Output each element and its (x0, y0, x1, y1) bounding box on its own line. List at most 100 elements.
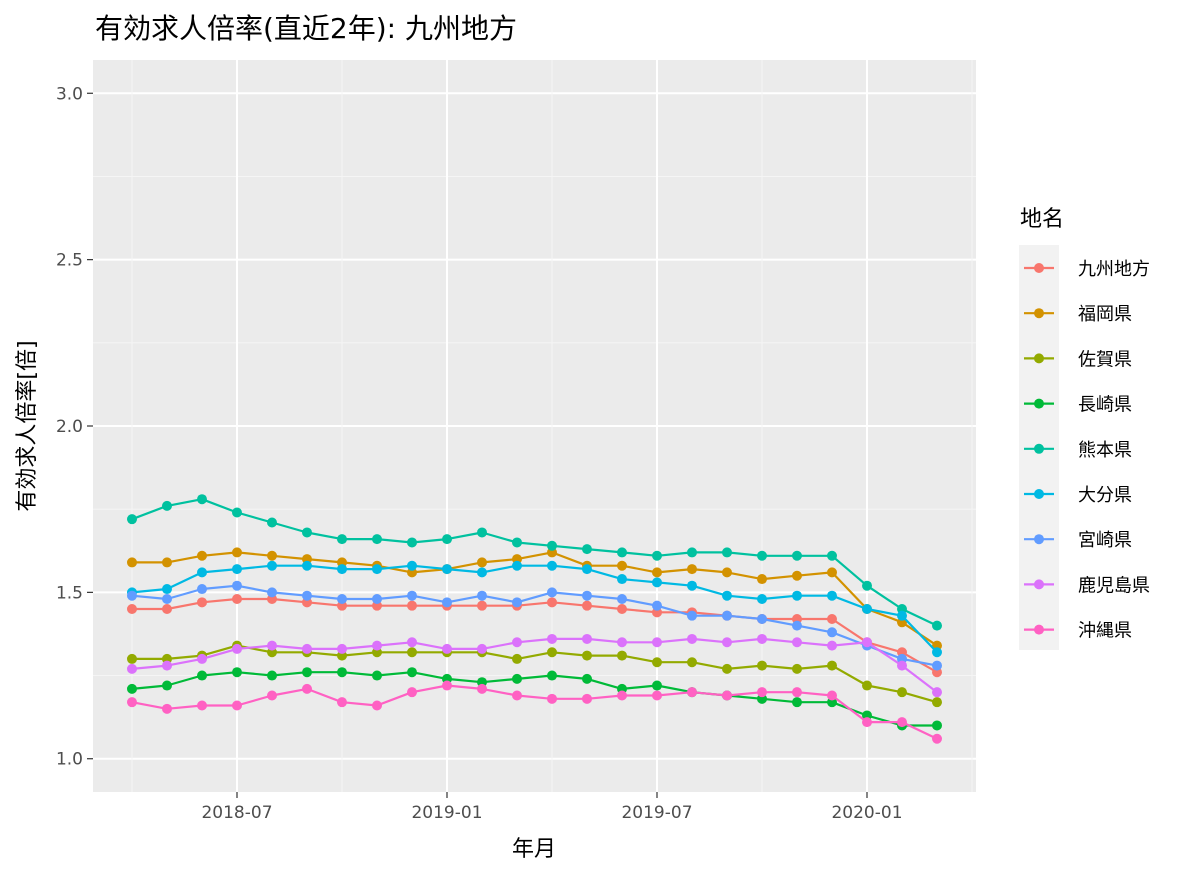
data-point (232, 580, 242, 591)
legend-label: 大分県 (1078, 485, 1132, 506)
data-point (687, 610, 697, 621)
data-point (407, 667, 417, 678)
x-axis-title: 年月 (512, 837, 556, 862)
data-point (722, 547, 732, 558)
data-point (127, 663, 137, 674)
y-tick-label: 1.0 (56, 750, 83, 770)
legend-item: 佐賀県 (1024, 349, 1132, 370)
data-point (722, 567, 732, 578)
legend-label: 鹿児島県 (1078, 575, 1150, 596)
data-point (547, 670, 557, 681)
legend-key-point (1034, 624, 1044, 635)
data-point (372, 534, 382, 545)
data-point (337, 564, 347, 575)
data-point (442, 564, 452, 575)
data-point (792, 637, 802, 648)
data-point (232, 700, 242, 711)
legend-item: 沖縄県 (1024, 621, 1132, 642)
data-point (932, 720, 942, 731)
data-point (162, 703, 172, 714)
data-point (687, 687, 697, 698)
data-point (582, 693, 592, 704)
data-point (547, 647, 557, 658)
data-point (197, 597, 207, 608)
data-point (582, 650, 592, 661)
series-line (132, 551, 938, 647)
data-point (477, 590, 487, 601)
data-point (862, 717, 872, 728)
data-point (687, 564, 697, 575)
data-point (267, 517, 277, 528)
data-point (127, 683, 137, 694)
legend-item: 長崎県 (1024, 395, 1132, 416)
legend-label: 長崎県 (1078, 395, 1132, 416)
data-point (652, 680, 662, 691)
data-point (372, 594, 382, 605)
y-axis: 1.0 1.5 2.0 2.5 3.0 (56, 84, 93, 770)
data-point (757, 687, 767, 698)
data-point (757, 574, 767, 585)
data-point (197, 700, 207, 711)
chart-title: 有効求人倍率(直近2年): 九州地方 (95, 12, 517, 45)
data-point (197, 550, 207, 561)
series-line (131, 584, 938, 667)
data-point (687, 547, 697, 558)
series-group (127, 580, 942, 671)
data-point (687, 580, 697, 591)
data-point (337, 697, 347, 708)
x-tick-label: 2019-01 (411, 803, 482, 823)
data-point (827, 640, 837, 651)
legend-item: 大分県 (1024, 485, 1132, 506)
data-point (372, 640, 382, 651)
data-point (757, 594, 767, 605)
data-point (267, 670, 277, 681)
data-point (827, 590, 837, 601)
data-point (862, 680, 872, 691)
data-point (302, 683, 312, 694)
data-point (722, 590, 732, 601)
data-point (337, 594, 347, 605)
data-point (477, 643, 487, 654)
data-point (757, 550, 767, 561)
data-point (582, 564, 592, 575)
data-point (827, 613, 837, 624)
x-tick-label: 2020-01 (831, 803, 902, 823)
data-point (197, 670, 207, 681)
data-point (792, 687, 802, 698)
series-group (127, 560, 942, 658)
data-point (652, 657, 662, 668)
series-line (132, 644, 938, 704)
data-point (442, 597, 452, 608)
data-point (267, 587, 277, 598)
data-point (197, 567, 207, 578)
data-point (372, 670, 382, 681)
y-tick-label: 2.0 (56, 417, 83, 437)
legend-title: 地名 (1020, 207, 1064, 232)
series-group (127, 633, 942, 698)
data-point (932, 620, 942, 631)
data-point (862, 604, 872, 614)
data-point (792, 663, 802, 674)
series-line (131, 564, 938, 654)
data-point (127, 514, 137, 525)
data-point (232, 594, 242, 605)
series-line (131, 671, 937, 727)
data-point (547, 693, 557, 704)
legend-key-point (1034, 398, 1044, 409)
legend-label: 沖縄県 (1078, 621, 1132, 642)
data-point (792, 620, 802, 631)
data-point (932, 647, 942, 658)
data-point (897, 660, 907, 671)
data-point (617, 637, 627, 648)
data-point (897, 687, 907, 698)
data-point (757, 613, 767, 624)
data-point (582, 673, 592, 684)
data-point (722, 663, 732, 674)
data-point (652, 637, 662, 648)
data-point (862, 580, 872, 591)
data-point (232, 507, 242, 518)
data-point (267, 690, 277, 701)
data-point (617, 560, 627, 571)
y-tick-label: 3.0 (56, 84, 83, 104)
data-point (337, 667, 347, 678)
